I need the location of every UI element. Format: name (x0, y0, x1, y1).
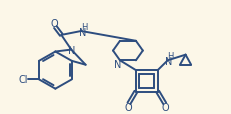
Text: N: N (165, 57, 172, 67)
Text: N: N (79, 28, 86, 38)
Text: O: O (51, 19, 58, 29)
Text: O: O (162, 102, 170, 112)
Text: H: H (81, 22, 87, 31)
Text: N: N (68, 45, 75, 55)
Text: O: O (124, 102, 132, 112)
Text: Cl: Cl (18, 75, 28, 85)
Text: N: N (114, 60, 122, 70)
Text: H: H (167, 52, 174, 60)
